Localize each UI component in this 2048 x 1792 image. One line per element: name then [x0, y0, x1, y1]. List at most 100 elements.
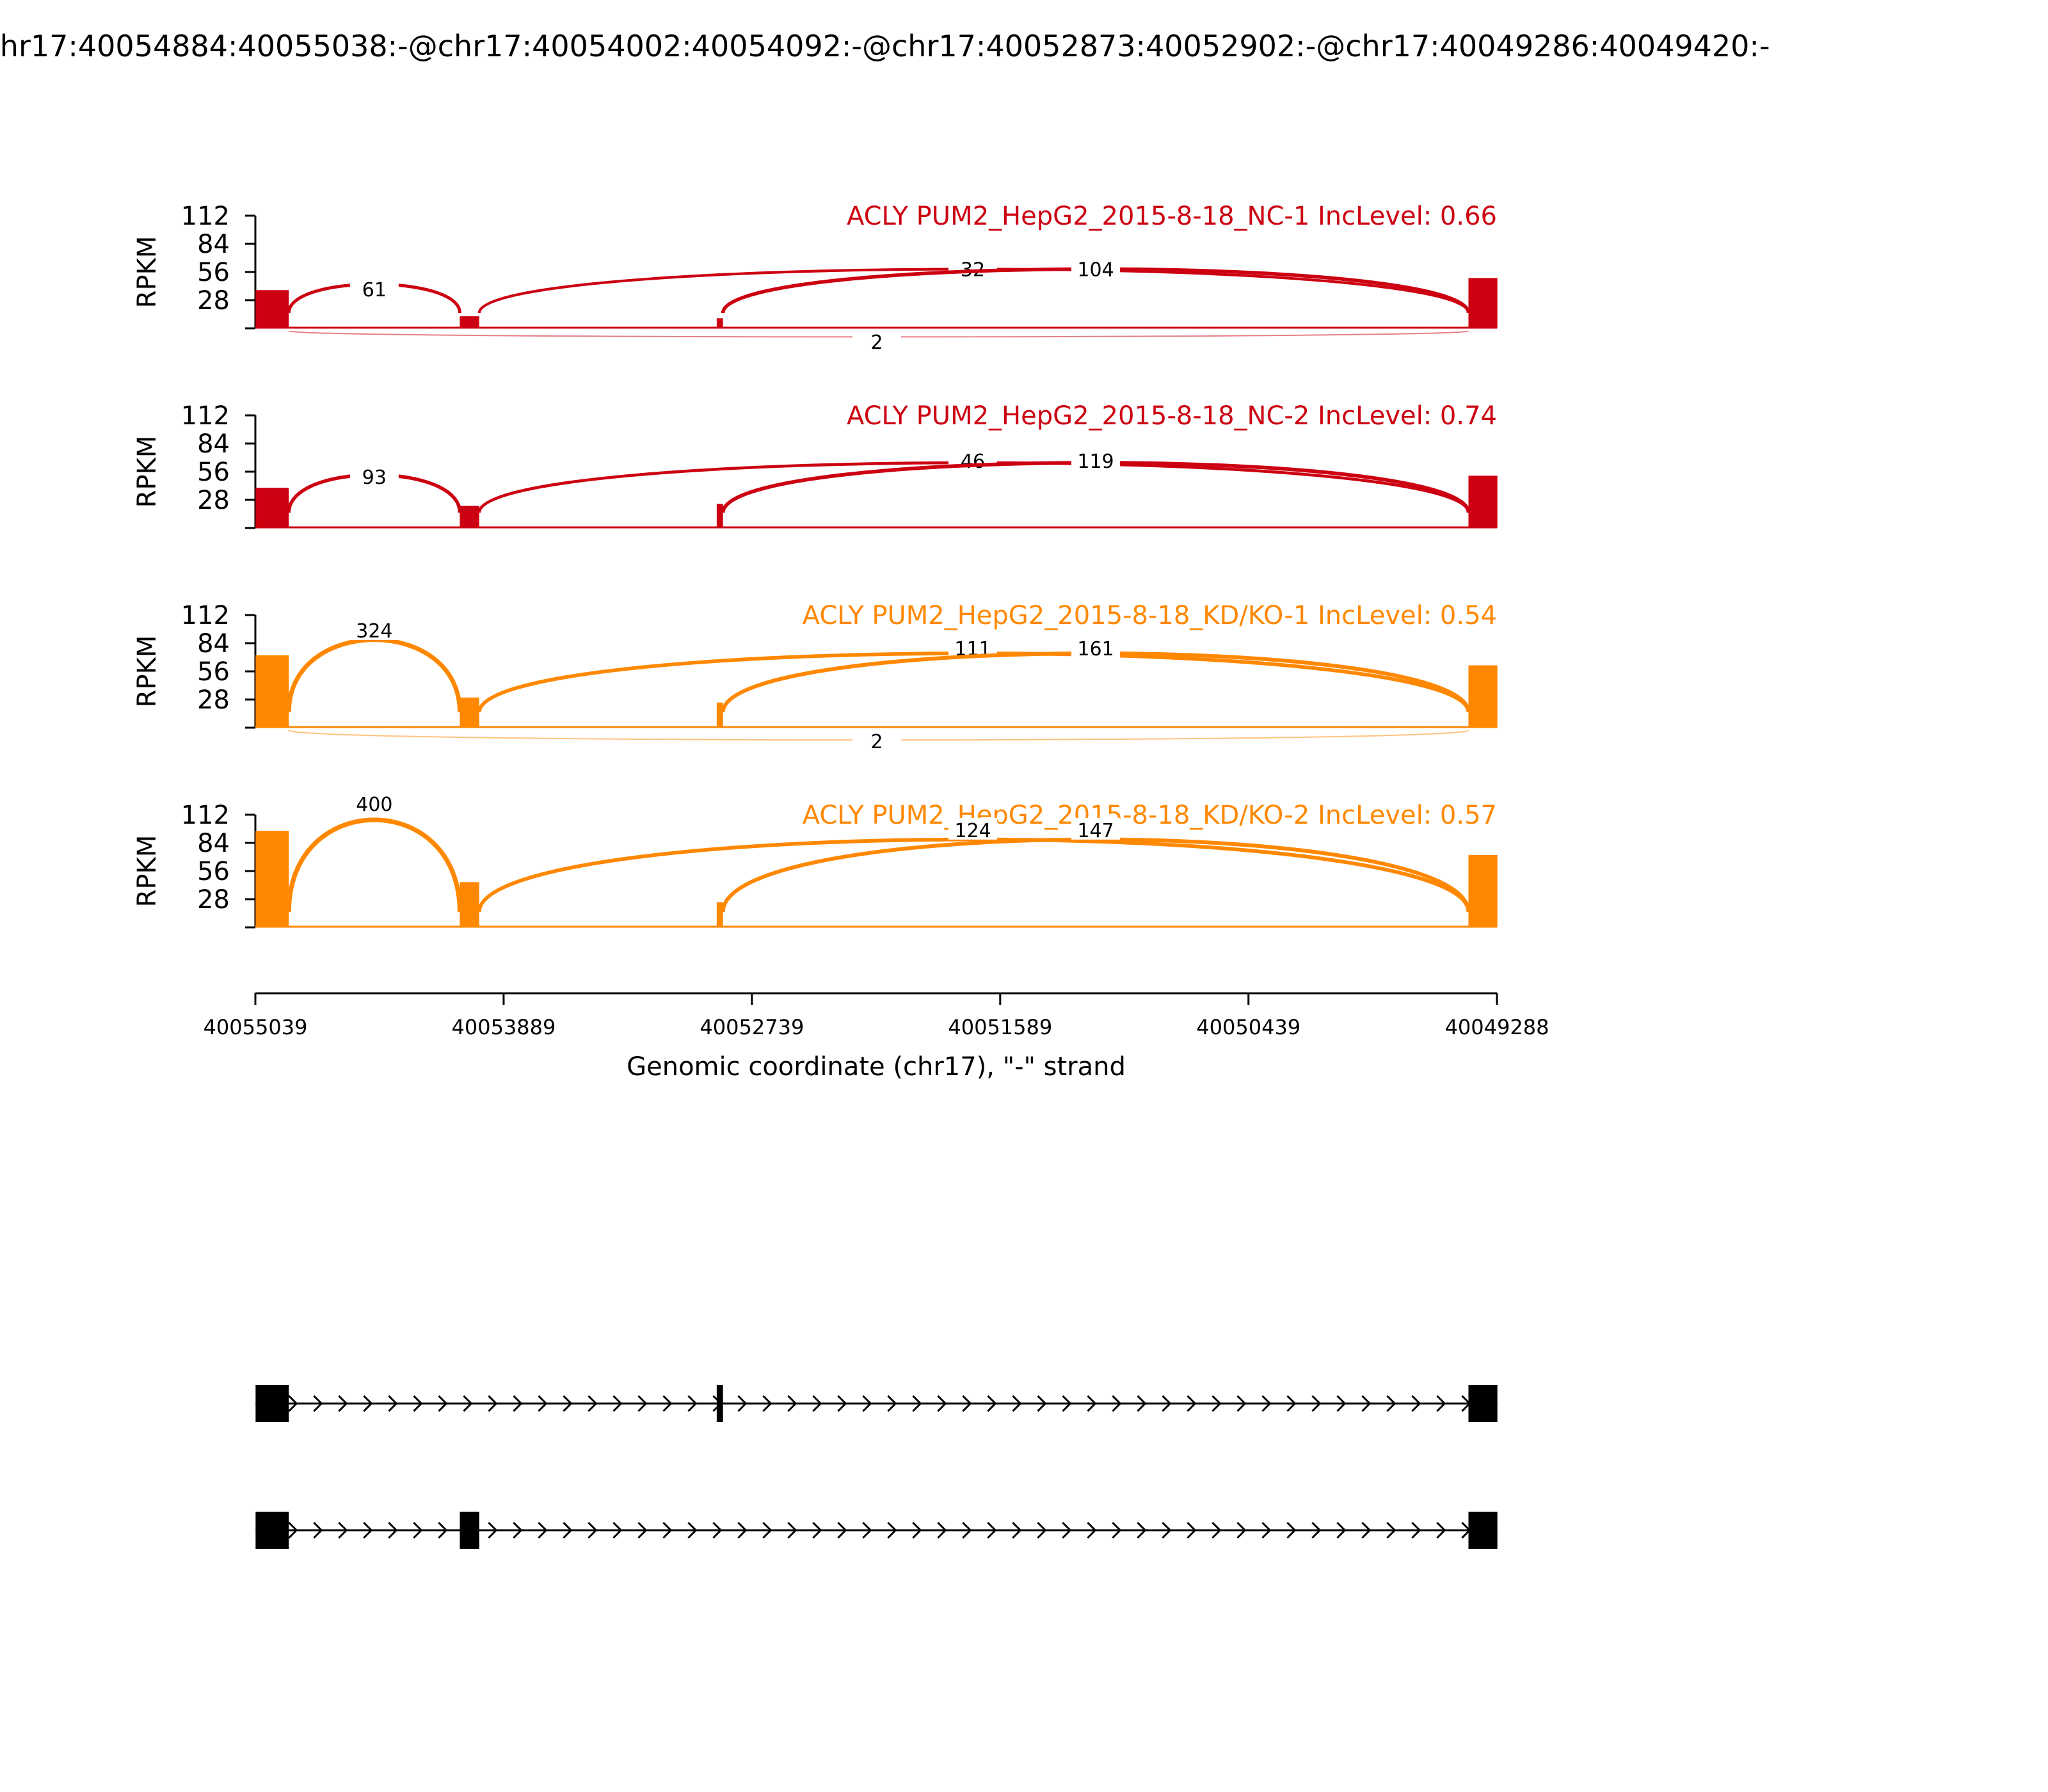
strand-arrow [513, 1521, 523, 1539]
junction-count: 324 [356, 620, 392, 643]
strand-arrow [787, 1521, 797, 1539]
strand-arrow [588, 1521, 598, 1539]
x-axis-label: Genomic coordinate (chr17), "-" strand [627, 1052, 1126, 1082]
strand-arrow [1212, 1395, 1222, 1412]
coverage-bar [1468, 854, 1498, 927]
coverage-bar [255, 488, 289, 528]
strand-arrow [413, 1521, 423, 1539]
strand-arrow [1261, 1521, 1272, 1539]
strand-arrow [338, 1521, 348, 1539]
coverage-bar [460, 506, 479, 528]
strand-arrow [1087, 1521, 1097, 1539]
coverage-bar [255, 831, 289, 927]
y-tick-label: 28 [197, 685, 230, 715]
strand-arrow [1137, 1395, 1147, 1412]
y-tick-label: 28 [197, 286, 230, 316]
strand-arrow [787, 1395, 797, 1412]
strand-arrow [612, 1521, 623, 1539]
strand-arrow [1012, 1395, 1022, 1412]
y-tick-label: 28 [197, 486, 230, 515]
strand-arrow [962, 1395, 972, 1412]
junction-count-bg [852, 330, 901, 351]
x-tick-label: 40053889 [451, 1015, 556, 1039]
x-axis: 40055039 40053889 40052739 40051589 40050439… [204, 992, 1549, 1082]
strand-arrow [1212, 1521, 1222, 1539]
strand-arrow [388, 1395, 398, 1412]
x-tick-group: 40055039 40053889 40052739 40051589 40050439… [204, 993, 1549, 1039]
x-tick-label: 40055039 [204, 1015, 308, 1039]
isoform-2 [255, 1512, 1498, 1549]
junction-arc [286, 817, 463, 913]
junction-count: 2 [870, 731, 883, 753]
junction-count: 400 [356, 794, 392, 816]
strand-arrow [1112, 1521, 1122, 1539]
strand-arrow [1336, 1395, 1347, 1412]
coverage-bar [1468, 665, 1498, 728]
coverage-bar [460, 697, 479, 728]
exon-block [255, 1512, 289, 1549]
coverage-bar [255, 290, 289, 328]
exon-block [1468, 1512, 1498, 1549]
exon-block [255, 1385, 289, 1422]
junction-count-bg [1071, 636, 1120, 659]
strand-arrow [1236, 1521, 1247, 1539]
junction-count-bg [349, 618, 399, 640]
strand-arrow [488, 1521, 498, 1539]
strand-arrow [538, 1395, 548, 1412]
y-axis-label: RPKM [132, 236, 162, 308]
strand-arrow [937, 1395, 947, 1412]
y-tick-label: 56 [197, 657, 230, 687]
strand-arrow [1411, 1521, 1421, 1539]
strand-arrow [762, 1521, 772, 1539]
strand-arrow [737, 1395, 748, 1412]
chart-title: chr17:40054884:40055038:-@chr17:40054002… [0, 29, 1770, 63]
strand-arrow [1361, 1395, 1372, 1412]
strand-arrow [1062, 1395, 1072, 1412]
strand-arrow [987, 1395, 997, 1412]
strand-arrow [912, 1395, 922, 1412]
y-tick-label: 112 [181, 601, 230, 630]
coverage-bar [1468, 476, 1498, 528]
strand-arrow [1162, 1521, 1172, 1539]
coverage-bar [255, 655, 289, 728]
strand-arrow [1436, 1521, 1446, 1539]
strand-arrow [837, 1395, 847, 1412]
strand-arrow [687, 1395, 698, 1412]
junction-count-bg [852, 729, 901, 751]
strand-arrow [438, 1521, 448, 1539]
exon-block [716, 1385, 723, 1422]
strand-arrow [712, 1521, 723, 1539]
y-tick-label: 112 [181, 202, 230, 231]
y-tick-label: 112 [181, 401, 230, 431]
junction-count: 61 [362, 279, 387, 301]
x-tick-label: 40051589 [948, 1015, 1052, 1039]
junction-count-bg [349, 277, 399, 299]
strand-arrow [637, 1395, 648, 1412]
coverage-bar [460, 316, 479, 328]
junction-count: 161 [1077, 638, 1114, 660]
strand-arrow [1062, 1521, 1072, 1539]
strand-arrow [313, 1521, 323, 1539]
coverage-bar [716, 902, 723, 927]
junction-arc [721, 837, 1471, 913]
strand-arrow [912, 1521, 922, 1539]
strand-arrow [887, 1521, 897, 1539]
coverage-bar [1468, 278, 1498, 328]
strand-arrow [1162, 1395, 1172, 1412]
strand-arrow [1187, 1395, 1197, 1412]
junction-count: 119 [1077, 451, 1114, 473]
x-tick-label: 40050439 [1196, 1015, 1300, 1039]
strand-arrow [488, 1395, 498, 1412]
junction-count: 2 [870, 332, 883, 354]
strand-arrow [687, 1521, 698, 1539]
junction-count: 93 [362, 467, 387, 489]
strand-arrow [987, 1521, 997, 1539]
strand-arrow [637, 1521, 648, 1539]
strand-arrow [1137, 1521, 1147, 1539]
junction-count-bg [948, 817, 997, 840]
strand-arrow [363, 1521, 373, 1539]
